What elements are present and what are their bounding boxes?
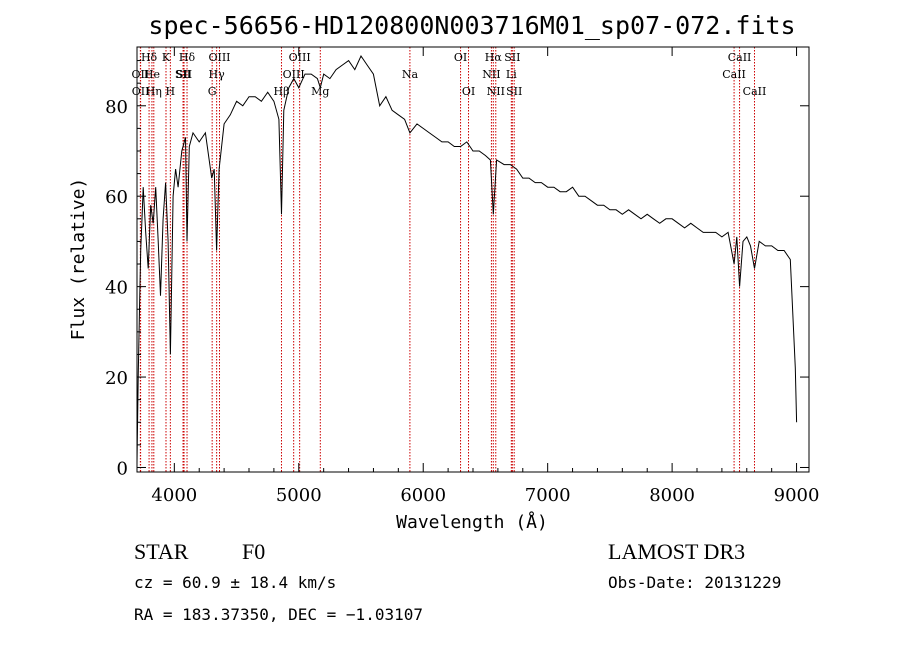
x-tick-label-1: 5000 xyxy=(276,485,322,506)
line-label-26: CaII xyxy=(728,51,752,64)
line-label-17: Na xyxy=(402,68,419,81)
cz-value: cz = 60.9 ± 18.4 km/s xyxy=(134,573,336,592)
line-label-7: H xyxy=(166,85,176,98)
chart-title: spec-56656-HD120800N003716M01_sp07-072.f… xyxy=(148,11,795,40)
line-label-13: Mg xyxy=(311,85,329,98)
spectral-line-markers xyxy=(139,47,755,472)
line-label-4: Hη xyxy=(146,85,162,98)
line-label-9: SII xyxy=(176,68,192,81)
y-tick-label-4: 80 xyxy=(105,97,128,118)
obs-date: Obs-Date: 20131229 xyxy=(608,573,781,592)
line-label-11: Hγ xyxy=(209,68,226,81)
line-label-18: OI xyxy=(454,51,467,64)
spectrum-line xyxy=(136,54,798,464)
line-label-14: Hβ xyxy=(274,85,290,98)
line-label-8: Hδ xyxy=(179,51,196,64)
x-tick-label-5: 9000 xyxy=(774,485,820,506)
x-tick-label-2: 6000 xyxy=(400,485,446,506)
x-axis-label: Wavelength (Å) xyxy=(396,511,548,533)
line-label-6: SII xyxy=(175,68,191,81)
x-tick-label-4: 8000 xyxy=(649,485,695,506)
ra-dec-coords: RA = 183.37350, DEC = −1.03107 xyxy=(134,605,423,624)
line-label-5: K xyxy=(162,51,171,64)
y-tick-label-0: 0 xyxy=(117,458,128,479)
line-label-24: NII xyxy=(487,85,505,98)
line-label-3: He xyxy=(144,68,160,81)
line-label-1: OII xyxy=(132,68,150,81)
y-axis-ticks: 0 20 40 60 80 xyxy=(105,60,809,479)
survey-name: LAMOST DR3 xyxy=(608,539,745,564)
line-label-15: OIII xyxy=(289,51,311,64)
line-label-12: G xyxy=(208,85,217,98)
object-class: STAR xyxy=(134,539,189,564)
line-label-25: SII xyxy=(506,85,522,98)
line-label-16: OIII xyxy=(283,68,305,81)
line-label-10: OIII xyxy=(208,51,230,64)
object-subclass: F0 xyxy=(242,539,265,564)
x-tick-label-0: 4000 xyxy=(151,485,197,506)
line-label-2: OII xyxy=(132,85,150,98)
y-axis-label: Flux (relative) xyxy=(68,178,89,341)
line-label-23: Li xyxy=(506,68,517,81)
line-label-22: NII xyxy=(482,68,500,81)
y-tick-label-2: 40 xyxy=(105,278,128,299)
line-label-0: Hδ xyxy=(141,51,158,64)
line-label-21: SII xyxy=(504,51,520,64)
line-label-19: OI xyxy=(462,85,475,98)
line-label-27: CaII xyxy=(722,68,746,81)
line-label-20: Hα xyxy=(485,51,503,64)
x-axis-ticks: 4000 5000 6000 7000 8000 9000 xyxy=(151,47,819,506)
y-tick-label-3: 60 xyxy=(105,187,128,208)
plot-frame xyxy=(136,46,810,473)
y-tick-label-1: 20 xyxy=(105,368,128,389)
line-label-28: CaII xyxy=(743,85,767,98)
x-tick-label-3: 7000 xyxy=(525,485,571,506)
